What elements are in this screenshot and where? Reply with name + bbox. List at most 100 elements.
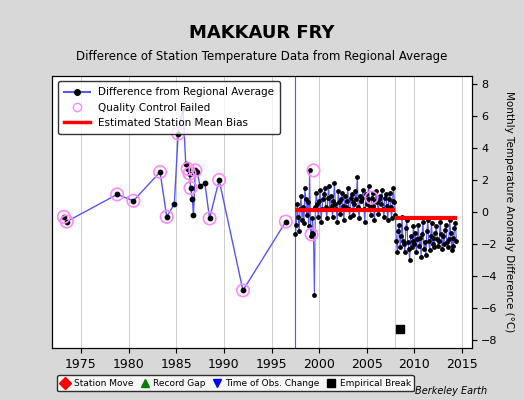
Point: [350, 212, 358, 218]
Point: [162, 214, 171, 220]
Point: [215, 177, 223, 183]
Point: [393, 249, 401, 255]
Point: [437, 231, 445, 238]
Point: [359, 186, 367, 193]
Point: [452, 238, 461, 244]
Point: [425, 247, 434, 254]
Point: [410, 241, 419, 247]
Point: [296, 206, 304, 212]
Point: [401, 249, 409, 255]
Point: [337, 196, 345, 202]
Point: [340, 217, 348, 223]
Point: [301, 185, 309, 191]
Point: [193, 169, 201, 175]
Point: [307, 233, 315, 239]
Point: [436, 218, 444, 225]
Point: [309, 231, 318, 238]
Point: [433, 236, 442, 242]
Point: [427, 233, 435, 239]
Point: [156, 169, 164, 175]
Point: [392, 238, 400, 244]
Point: [308, 230, 316, 236]
Point: [292, 222, 300, 228]
Point: [397, 233, 405, 239]
Point: [315, 198, 323, 204]
Point: [380, 214, 388, 220]
Point: [398, 214, 406, 220]
Point: [405, 246, 413, 252]
Legend: Difference from Regional Average, Quality Control Failed, Estimated Station Mean: Difference from Regional Average, Qualit…: [58, 81, 280, 134]
Point: [339, 202, 347, 209]
Point: [406, 257, 414, 263]
Point: [379, 206, 387, 212]
Point: [423, 228, 431, 234]
Point: [360, 206, 368, 212]
Point: [400, 241, 408, 247]
Point: [189, 212, 198, 218]
Point: [388, 198, 397, 204]
Point: [185, 170, 194, 177]
Point: [346, 194, 355, 201]
Point: [356, 193, 364, 199]
Point: [308, 215, 316, 222]
Point: [183, 166, 192, 172]
Point: [312, 190, 321, 196]
Point: [428, 220, 436, 226]
Point: [362, 191, 370, 198]
Point: [336, 210, 344, 217]
Point: [428, 241, 436, 247]
Point: [332, 206, 341, 212]
Point: [371, 198, 379, 204]
Point: [350, 201, 358, 207]
Point: [313, 201, 321, 207]
Point: [373, 199, 381, 206]
Point: [429, 234, 438, 241]
Point: [450, 225, 458, 231]
Point: [174, 130, 182, 137]
Point: [304, 223, 313, 230]
Point: [281, 218, 290, 225]
Point: [408, 238, 417, 244]
Point: [205, 215, 214, 222]
Point: [326, 193, 335, 199]
Point: [344, 206, 353, 212]
Point: [179, 105, 187, 111]
Point: [430, 244, 439, 250]
Point: [348, 199, 357, 206]
Point: [293, 201, 301, 207]
Point: [374, 210, 383, 217]
Point: [368, 190, 377, 196]
Point: [174, 130, 182, 137]
Legend: Station Move, Record Gap, Time of Obs. Change, Empirical Break: Station Move, Record Gap, Time of Obs. C…: [57, 375, 414, 392]
Point: [431, 230, 440, 236]
Point: [419, 218, 427, 225]
Point: [439, 233, 447, 239]
Point: [399, 238, 407, 244]
Point: [323, 215, 331, 222]
Point: [316, 186, 324, 193]
Point: [415, 242, 423, 249]
Point: [369, 202, 378, 209]
Point: [329, 198, 337, 204]
Point: [129, 198, 138, 204]
Point: [376, 193, 384, 199]
Text: Difference of Station Temperature Data from Regional Average: Difference of Station Temperature Data f…: [77, 50, 447, 63]
Point: [435, 238, 443, 244]
Point: [187, 185, 195, 191]
Point: [291, 231, 300, 238]
Point: [446, 230, 455, 236]
Point: [449, 234, 457, 241]
Point: [60, 214, 68, 220]
Point: [402, 225, 410, 231]
Point: [395, 222, 403, 228]
Point: [239, 287, 247, 294]
Point: [372, 188, 380, 194]
Point: [423, 217, 432, 223]
Point: [345, 214, 354, 220]
Point: [421, 239, 429, 246]
Point: [411, 230, 420, 236]
Point: [444, 236, 453, 242]
Point: [363, 201, 371, 207]
Point: [432, 223, 441, 230]
Point: [185, 170, 194, 177]
